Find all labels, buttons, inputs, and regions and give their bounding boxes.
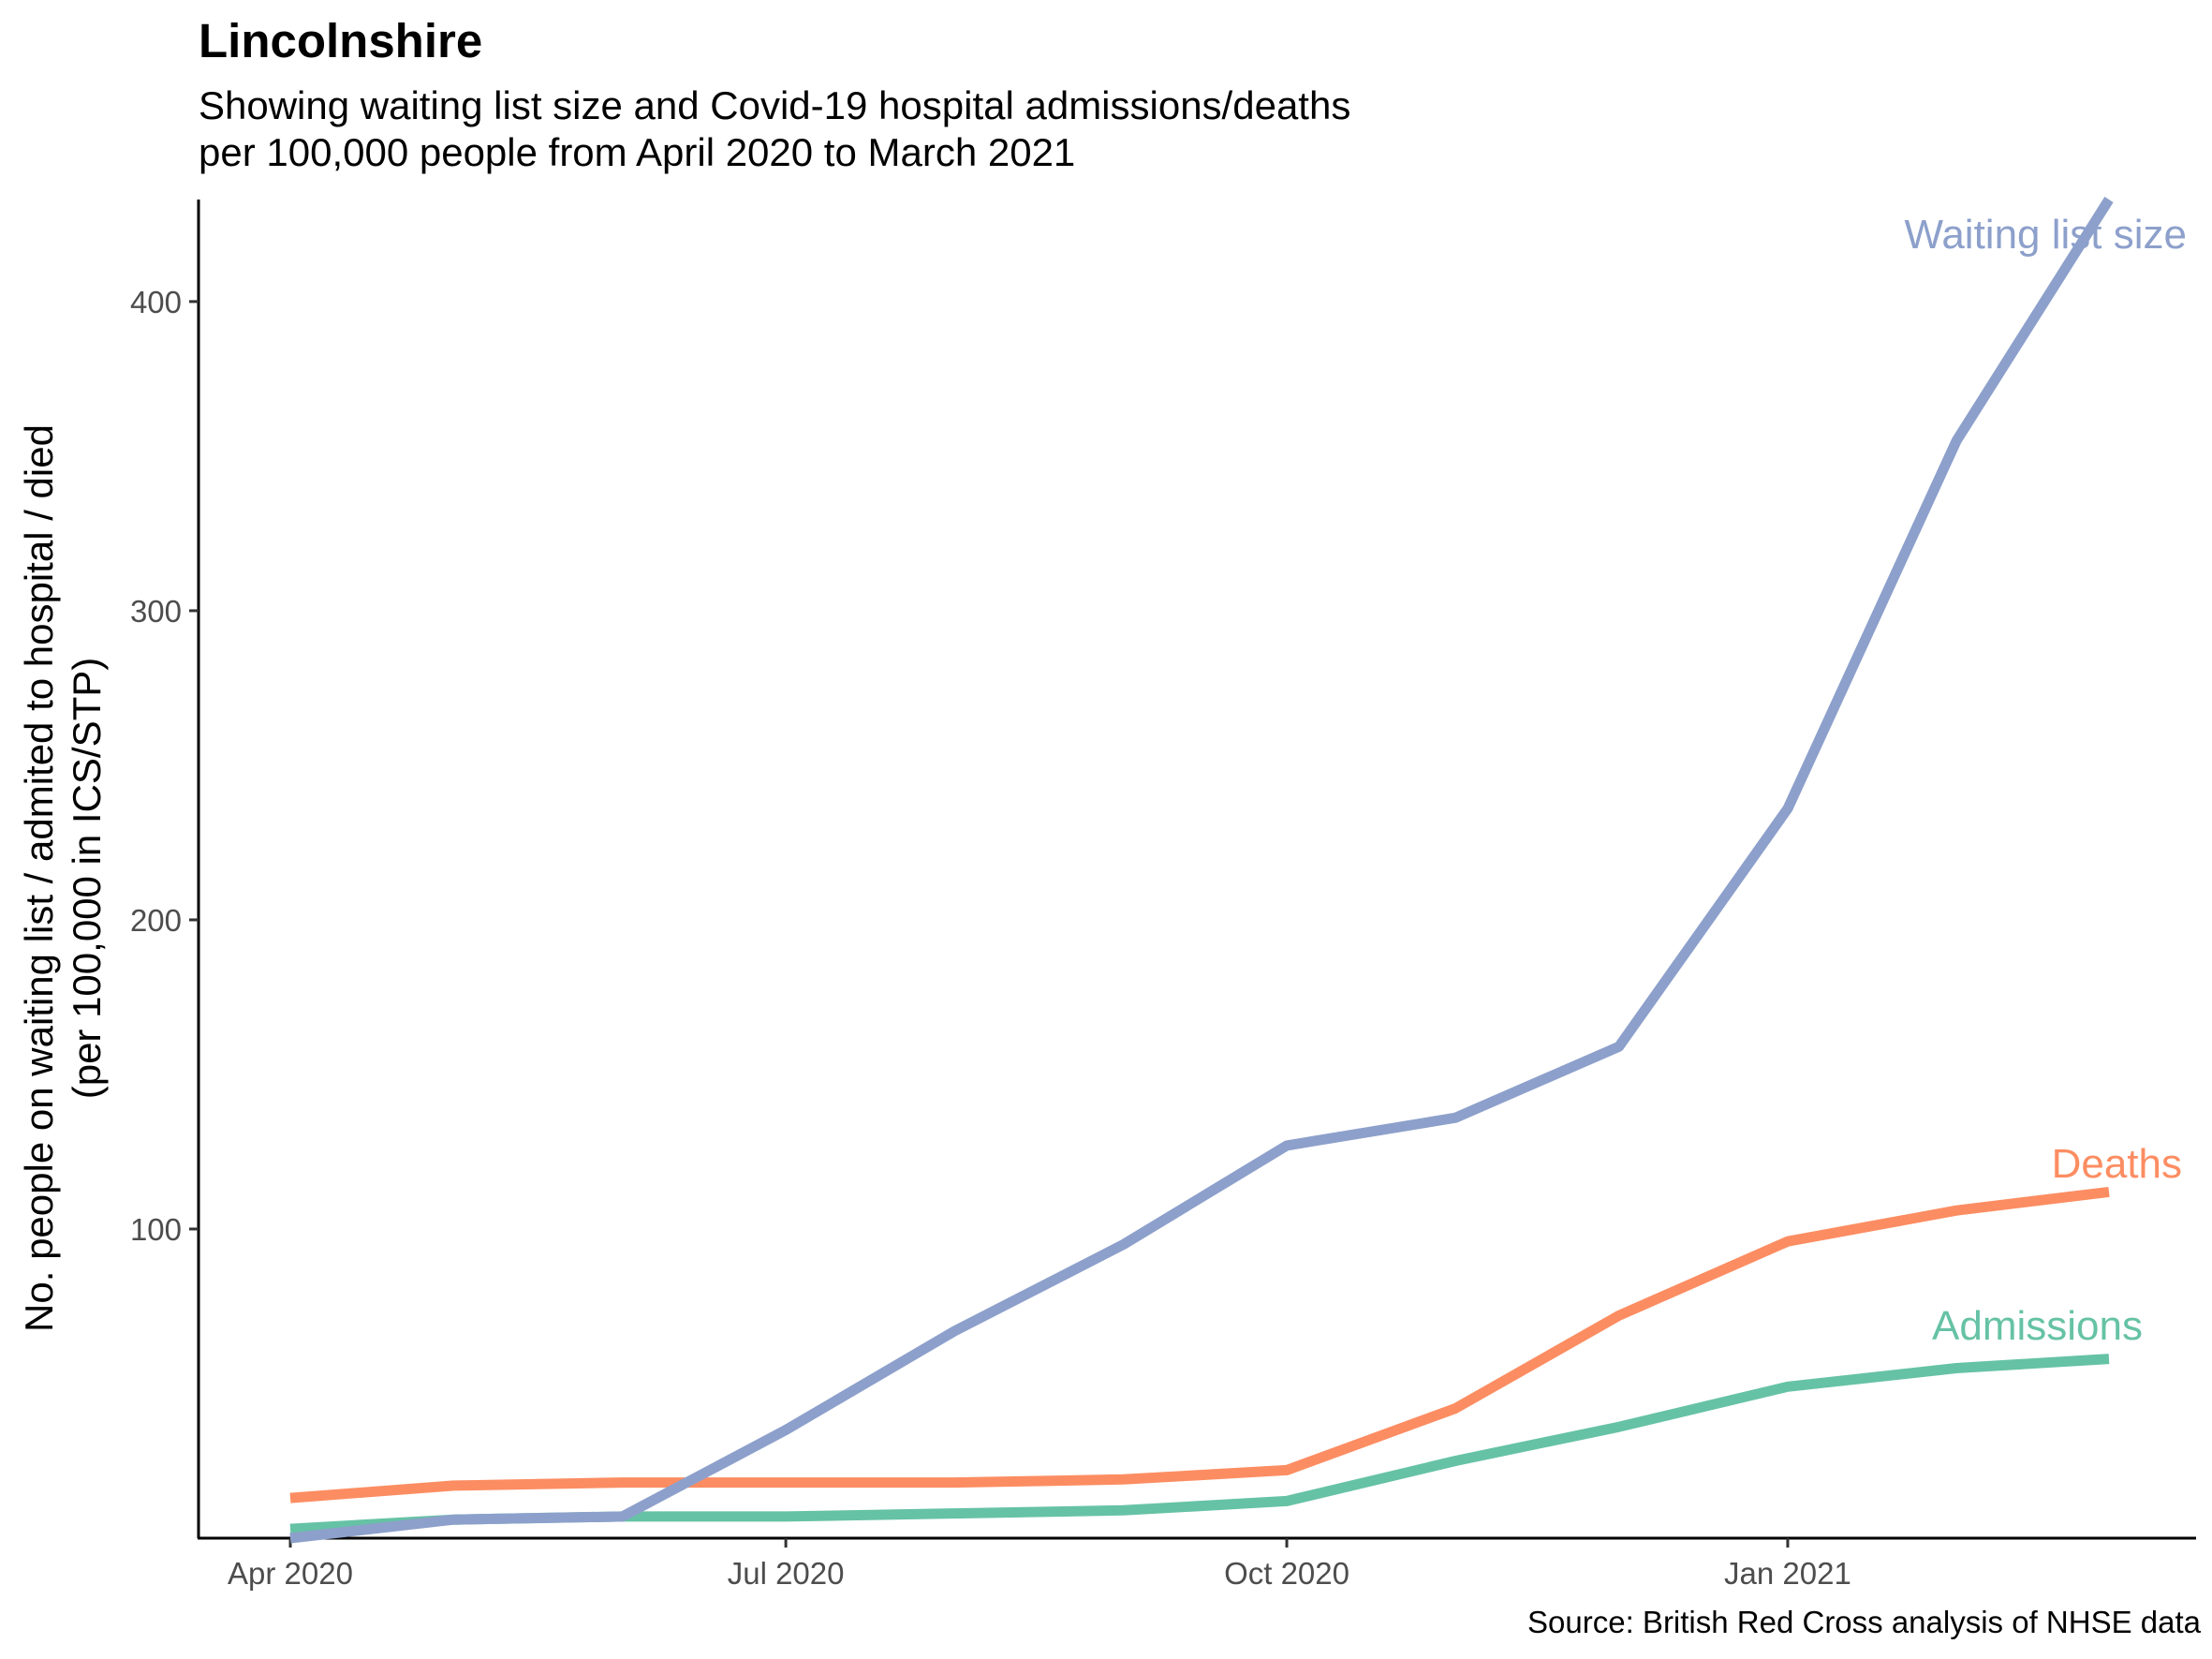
chart-subtitle-line-2: per 100,000 people from April 2020 to Ma… — [199, 130, 1076, 174]
series-label-admissions: Admissions — [1932, 1303, 2143, 1349]
x-tick-label: Jul 2020 — [728, 1556, 845, 1591]
y-ticks: 100 200 300 400 — [130, 285, 199, 1247]
series-line-deaths — [289, 1186, 2110, 1503]
y-axis-label: No. people on waiting list / admited to … — [17, 424, 109, 1332]
series-line-waiting-list-size — [289, 197, 2114, 1544]
y-tick-label: 200 — [130, 903, 182, 938]
chart-subtitle-line-1: Showing waiting list size and Covid-19 h… — [199, 83, 1351, 127]
x-ticks: Apr 2020 Jul 2020 Oct 2020 Jan 2021 — [228, 1538, 1851, 1591]
x-tick-label: Jan 2021 — [1724, 1556, 1851, 1591]
chart-subtitle: Showing waiting list size and Covid-19 h… — [199, 82, 1350, 176]
y-tick-label: 300 — [130, 594, 182, 629]
axes — [197, 200, 2196, 1540]
y-axis-label-line-1: No. people on waiting list / admited to … — [17, 424, 61, 1332]
series-line-admissions — [289, 1354, 2110, 1534]
chart-title: Lincolnshire — [199, 14, 483, 67]
y-axis-label-line-2: (per 100,000 in ICS/STP) — [65, 658, 109, 1100]
chart-caption: Source: British Red Cross analysis of NH… — [1527, 1605, 2201, 1639]
series-lines — [289, 197, 2114, 1544]
series-label-waiting-list-size: Waiting list size — [1904, 212, 2187, 258]
series-labels: Waiting list size Deaths Admissions — [1904, 212, 2187, 1349]
x-tick-label: Apr 2020 — [228, 1556, 353, 1591]
series-label-deaths: Deaths — [2052, 1141, 2182, 1187]
y-tick-label: 100 — [130, 1212, 182, 1247]
y-tick-label: 400 — [130, 285, 182, 319]
x-tick-label: Oct 2020 — [1224, 1556, 1349, 1591]
